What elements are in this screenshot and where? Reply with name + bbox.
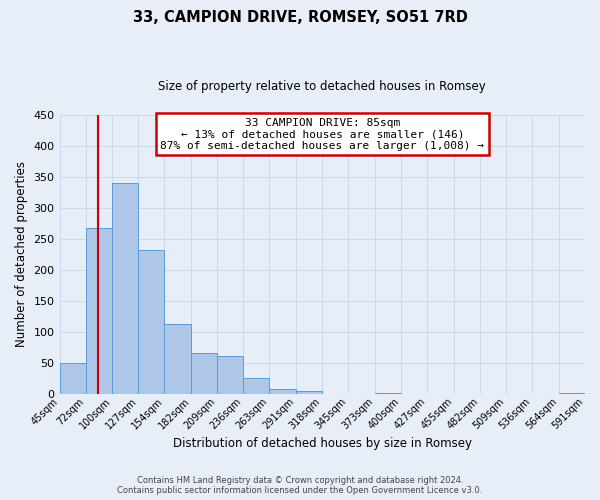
X-axis label: Distribution of detached houses by size in Romsey: Distribution of detached houses by size …	[173, 437, 472, 450]
Bar	[375, 392, 401, 394]
Bar	[86, 228, 112, 394]
Text: 33, CAMPION DRIVE, ROMSEY, SO51 7RD: 33, CAMPION DRIVE, ROMSEY, SO51 7RD	[133, 10, 467, 25]
Text: Contains HM Land Registry data © Crown copyright and database right 2024.
Contai: Contains HM Land Registry data © Crown c…	[118, 476, 482, 495]
Y-axis label: Number of detached properties: Number of detached properties	[15, 162, 28, 348]
Bar	[269, 390, 296, 394]
Bar	[559, 392, 585, 394]
Bar	[191, 353, 217, 394]
Text: 33 CAMPION DRIVE: 85sqm
← 13% of detached houses are smaller (146)
87% of semi-d: 33 CAMPION DRIVE: 85sqm ← 13% of detache…	[160, 118, 484, 151]
Bar	[59, 363, 86, 394]
Bar	[217, 356, 244, 394]
Bar	[139, 250, 164, 394]
Title: Size of property relative to detached houses in Romsey: Size of property relative to detached ho…	[158, 80, 486, 93]
Bar	[296, 390, 322, 394]
Bar	[112, 183, 139, 394]
Bar	[164, 324, 191, 394]
Bar	[244, 378, 269, 394]
